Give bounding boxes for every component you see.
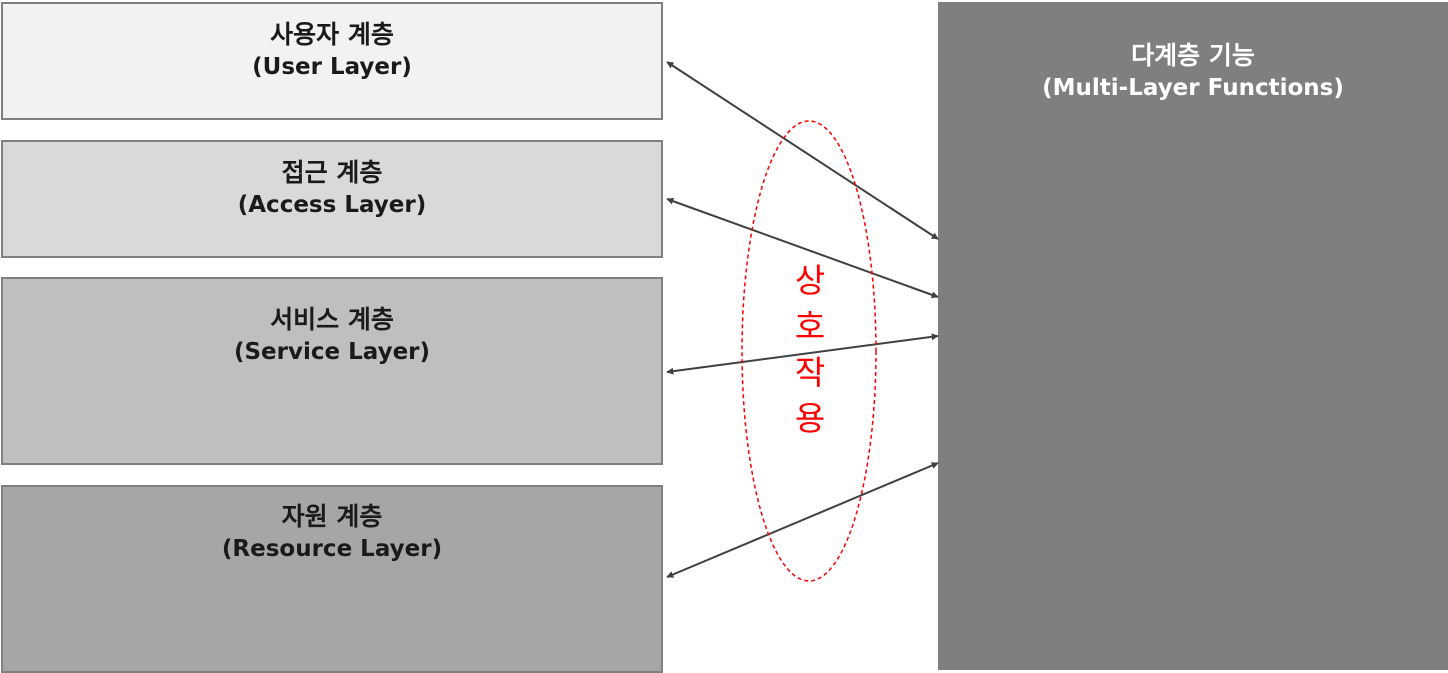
multi-layer-title-en: (Multi-Layer Functions) (1042, 75, 1344, 101)
interaction-label: 상 호 작 용 (786, 258, 834, 442)
layer-box-service: 서비스 계층 (Service Layer) (1, 277, 663, 465)
layer-title-en: (Access Layer) (237, 192, 427, 218)
layer-box-resource: 자원 계층 (Resource Layer) (1, 485, 663, 673)
interaction-char: 작 (794, 353, 826, 392)
layer-box-access: 접근 계층 (Access Layer) (1, 140, 663, 258)
interaction-char: 상 (794, 261, 826, 300)
arrow-resource-multi (666, 462, 939, 578)
multi-layer-title-ko: 다계층 기능 (1131, 41, 1255, 70)
layer-title-en: (Resource Layer) (221, 536, 443, 562)
arrow-user-multi (666, 61, 939, 240)
interaction-char: 호 (794, 307, 826, 346)
layer-title-ko: 서비스 계층 (270, 305, 394, 334)
interaction-char: 용 (794, 399, 826, 438)
layer-title-en: (User Layer) (252, 54, 412, 80)
layer-title-en: (Service Layer) (233, 339, 431, 365)
layer-box-user: 사용자 계층 (User Layer) (1, 2, 663, 120)
layer-title-ko: 사용자 계층 (270, 20, 394, 49)
multi-layer-functions-box: 다계층 기능 (Multi-Layer Functions) (938, 2, 1448, 670)
layer-title-ko: 자원 계층 (281, 502, 383, 531)
layer-title-ko: 접근 계층 (281, 158, 383, 187)
